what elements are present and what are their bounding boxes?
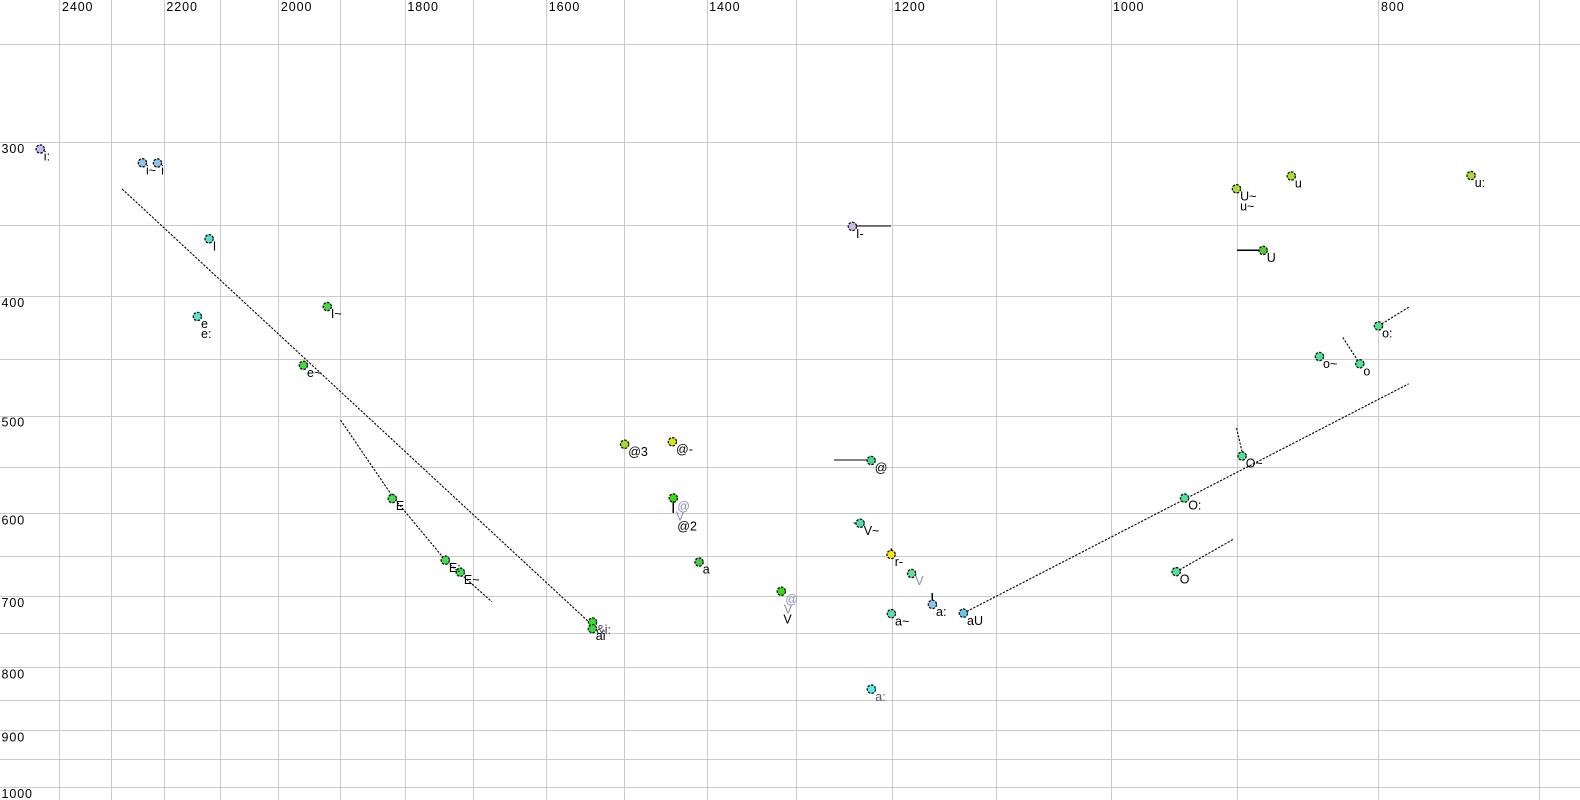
svg-text:O:: O: xyxy=(1188,499,1201,513)
svg-text:u: u xyxy=(1295,177,1302,191)
svg-text:1200: 1200 xyxy=(894,0,925,14)
svg-text:500: 500 xyxy=(2,416,26,430)
svg-text:800: 800 xyxy=(2,667,26,681)
svg-text:u:: u: xyxy=(1475,176,1485,190)
svg-text:1600: 1600 xyxy=(549,0,580,14)
svg-text:V~: V~ xyxy=(864,524,880,538)
svg-text:1000: 1000 xyxy=(1113,0,1144,14)
svg-text:400: 400 xyxy=(2,296,26,310)
svg-text:V: V xyxy=(915,574,924,588)
svg-text:a~: a~ xyxy=(895,614,909,628)
svg-text:@2: @2 xyxy=(677,520,697,534)
svg-text:U: U xyxy=(1267,251,1276,265)
svg-text:800: 800 xyxy=(1381,0,1405,14)
svg-text:300: 300 xyxy=(2,142,26,156)
svg-text:a:: a: xyxy=(936,605,946,619)
svg-text:@3: @3 xyxy=(628,445,648,459)
svg-text:700: 700 xyxy=(2,596,26,610)
svg-text:1400: 1400 xyxy=(709,0,740,14)
svg-text:I: I xyxy=(213,239,216,253)
svg-text:@: @ xyxy=(677,499,690,513)
svg-text:@: @ xyxy=(875,461,888,475)
svg-text:e~: e~ xyxy=(307,366,321,380)
svg-text:1000: 1000 xyxy=(2,787,33,800)
svg-text:I~: I~ xyxy=(331,307,342,321)
svg-text:O~: O~ xyxy=(1246,457,1263,471)
svg-text:&i:: &i: xyxy=(596,623,611,637)
svg-text:e: e xyxy=(201,317,208,331)
svg-text:u~: u~ xyxy=(1240,200,1254,214)
svg-text:o: o xyxy=(1363,364,1370,378)
svg-text:a: a xyxy=(703,563,710,577)
svg-text:ai: ai xyxy=(596,629,606,643)
svg-text:1800: 1800 xyxy=(407,0,438,14)
svg-text:2000: 2000 xyxy=(281,0,312,14)
svg-text:V: V xyxy=(784,603,793,617)
svg-text:i:: i: xyxy=(44,150,50,164)
svg-text:E:: E: xyxy=(449,561,461,575)
svg-text:r-: r- xyxy=(895,555,903,569)
svg-text:2400: 2400 xyxy=(62,0,93,14)
svg-text:o:: o: xyxy=(1382,327,1392,341)
svg-text:aU: aU xyxy=(967,614,983,628)
svg-text:i~: i~ xyxy=(146,163,156,177)
svg-text:I-: I- xyxy=(856,227,864,241)
svg-text:o~: o~ xyxy=(1323,357,1337,371)
svg-text:900: 900 xyxy=(2,731,26,745)
svg-text:a:: a: xyxy=(875,690,885,704)
svg-text:E~: E~ xyxy=(464,573,480,587)
svg-text:V: V xyxy=(783,612,792,626)
svg-text:E: E xyxy=(396,499,404,513)
svg-text:e:: e: xyxy=(201,327,211,341)
svg-text:600: 600 xyxy=(2,513,26,527)
svg-text:i: i xyxy=(161,164,164,178)
svg-text:@-: @- xyxy=(676,442,693,456)
svg-text:V: V xyxy=(676,510,685,524)
svg-text:@: @ xyxy=(785,593,798,607)
svg-text:O: O xyxy=(1180,572,1190,586)
svg-text:2200: 2200 xyxy=(166,0,197,14)
svg-text:U~: U~ xyxy=(1240,189,1256,203)
